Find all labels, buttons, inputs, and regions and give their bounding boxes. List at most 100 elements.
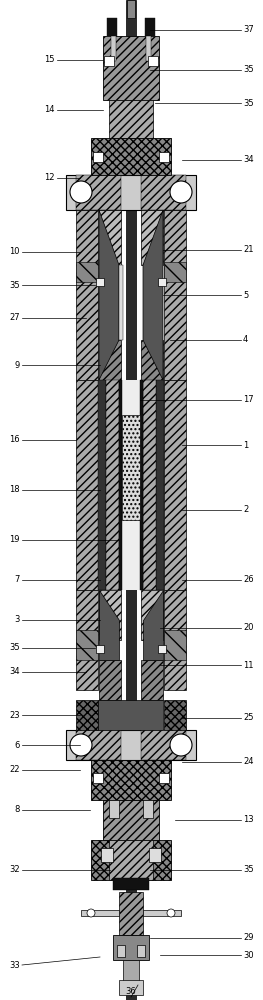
Circle shape [70,181,92,203]
Text: 33: 33 [9,960,20,970]
Text: 36: 36 [126,988,136,996]
Bar [143,910,181,916]
Bar [96,645,104,653]
Text: 9: 9 [15,360,20,369]
Bar [164,700,186,730]
Bar [104,56,114,66]
Bar [141,340,163,380]
Polygon shape [99,210,119,380]
Text: 34: 34 [9,668,20,676]
Bar [140,380,143,590]
Bar [143,380,156,590]
Bar [119,380,122,590]
Bar [141,660,163,700]
Bar [159,773,169,783]
Text: 12: 12 [44,174,55,182]
Circle shape [170,734,192,756]
Bar [76,380,98,590]
Bar [126,0,136,1000]
Text: 8: 8 [15,806,20,814]
Bar [98,380,106,590]
Text: 18: 18 [9,486,20,494]
Text: 34: 34 [243,155,254,164]
Bar [76,175,121,210]
Bar [66,730,196,760]
Bar [158,645,166,653]
Bar [93,152,103,162]
Circle shape [167,909,175,917]
Bar [159,152,169,162]
Bar [99,210,121,265]
Text: 32: 32 [9,865,20,874]
Text: 14: 14 [44,105,55,114]
Bar [145,18,155,36]
Text: 37: 37 [243,25,254,34]
Bar [146,36,151,61]
Polygon shape [143,590,163,660]
Text: 13: 13 [243,816,254,824]
Bar [103,800,159,840]
Bar [164,630,186,660]
Text: 27: 27 [9,314,20,322]
Text: 35: 35 [243,865,254,874]
Bar [91,840,171,880]
Bar [101,848,113,862]
Text: 25: 25 [243,714,254,722]
Bar [141,730,186,760]
Text: 20: 20 [243,624,254,633]
Bar [127,0,135,18]
Bar [66,175,196,210]
Text: 35: 35 [243,99,254,107]
Bar [91,138,171,175]
Text: 29: 29 [243,934,254,942]
Text: 7: 7 [15,576,20,584]
Bar [93,773,103,783]
Bar [76,590,98,690]
Text: 4: 4 [243,336,248,344]
Text: 6: 6 [15,740,20,750]
Bar [99,590,121,640]
Bar [141,175,186,210]
Circle shape [170,181,192,203]
Bar [76,730,121,760]
Bar [76,630,98,660]
Bar [141,210,163,265]
Bar [141,590,163,640]
Text: 19: 19 [9,536,20,544]
Text: 23: 23 [9,710,20,720]
Bar [98,700,163,730]
Text: 35: 35 [9,644,20,652]
Bar [122,415,140,520]
Bar [99,660,121,700]
Bar [76,700,98,730]
Bar [137,945,145,957]
Polygon shape [99,590,119,660]
Text: 3: 3 [15,615,20,624]
Bar [164,262,186,282]
Bar [91,760,171,800]
Bar [119,892,143,935]
Text: 1: 1 [243,440,248,450]
Bar [123,960,139,990]
Bar [113,878,149,890]
Bar [103,36,159,100]
Text: 5: 5 [243,290,248,300]
Bar [109,840,153,880]
Text: 10: 10 [9,247,20,256]
Text: 26: 26 [243,576,254,584]
Bar [156,380,164,590]
Bar [117,945,125,957]
Circle shape [87,909,95,917]
Bar [106,380,119,590]
Circle shape [70,734,92,756]
Bar [96,278,104,286]
Polygon shape [119,265,123,340]
Text: 11: 11 [243,660,254,670]
Bar [106,380,156,590]
Bar [164,210,186,380]
Bar [76,210,98,380]
Text: 16: 16 [9,436,20,444]
Text: 24: 24 [243,758,254,766]
Bar [158,278,166,286]
Text: 35: 35 [243,66,254,75]
